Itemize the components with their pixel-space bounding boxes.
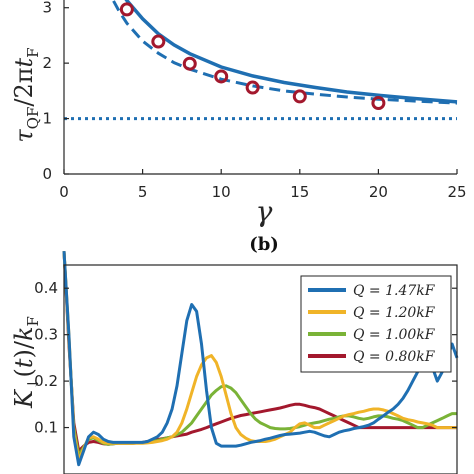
panel-a: 0 5 10 15 20 25 0 1 2 3 γ τQF/2πtF	[10, 0, 467, 228]
x-tick-label: 15	[290, 183, 309, 201]
x-tick-label: 5	[138, 183, 148, 201]
y-tick-label: 0.2	[34, 372, 58, 390]
panel-b-frame	[63, 264, 458, 474]
x-tick-label: 0	[59, 183, 69, 201]
y-tick-label: 2	[42, 54, 52, 72]
panel-a-ylabel: τQF/2πtF	[10, 47, 42, 142]
legend-label: Q = 1.20kF	[353, 305, 436, 321]
marker-point	[151, 34, 166, 49]
series-line	[62, 251, 459, 467]
panel-a-series	[64, 0, 458, 121]
x-tick-label: 25	[447, 183, 466, 201]
marker-point	[182, 56, 197, 71]
y-tick-label: 0	[42, 165, 52, 183]
svg-text:K↓(t)/kF: K↓(t)/kF	[10, 316, 42, 409]
marker-point	[292, 89, 307, 104]
legend-label: Q = 1.00kF	[353, 327, 436, 343]
series-line-dashed	[111, 0, 458, 105]
x-tick-label: 20	[369, 183, 388, 201]
panel-b-axes: 0.1 0.2 0.3 0.4	[34, 264, 458, 474]
legend-label: Q = 0.80kF	[353, 349, 436, 365]
y-tick-label: 0.1	[34, 419, 58, 437]
x-tick-label: 10	[212, 183, 231, 201]
legend-label: Q = 1.47kF	[353, 283, 436, 299]
panel-a-xlabel: γ	[256, 195, 273, 228]
svg-text:τQF/2πtF: τQF/2πtF	[10, 47, 42, 142]
marker-point	[214, 69, 229, 84]
legend: Q = 1.47kF Q = 1.20kF Q = 1.00kF Q = 0.80kF	[300, 275, 452, 373]
marker-point	[245, 80, 260, 95]
panel-b-label: (b)	[249, 234, 279, 255]
marker-point	[119, 2, 134, 17]
panel-b-ylabel: K↓(t)/kF	[10, 316, 42, 409]
panel-b-series	[62, 251, 459, 467]
panel-a-axes: 0 5 10 15 20 25 0 1 2 3	[42, 0, 467, 201]
marker-point	[371, 96, 386, 111]
series-line-solid	[124, 0, 458, 104]
panel-b: 0.1 0.2 0.3 0.4 K↓(t)/kF Q = 1.47kF Q = 1.20…	[10, 251, 459, 474]
y-tick-label: 3	[42, 0, 52, 17]
y-tick-label: 0.3	[34, 326, 58, 344]
y-tick-label: 1	[42, 110, 52, 128]
y-tick-label: 0.4	[34, 279, 58, 297]
